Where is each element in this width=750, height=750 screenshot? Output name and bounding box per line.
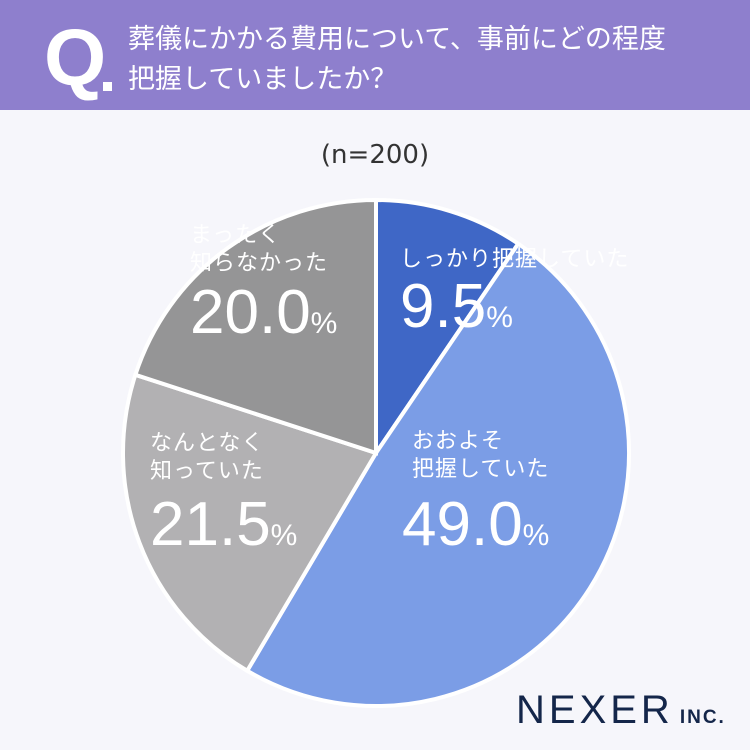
label-slice-0: しっかり把握していた 9.5% bbox=[400, 247, 630, 341]
label-slice-2: なんとなく 知っていた 21.5% bbox=[150, 431, 298, 559]
sample-size: (n=200) bbox=[320, 140, 430, 170]
nexer-logo: NEXER INC. bbox=[516, 688, 726, 732]
pie-slice-1 bbox=[244, 240, 631, 708]
label-slice-3: まったく 知らなかった 20.0% bbox=[190, 223, 338, 347]
q-dot bbox=[103, 82, 112, 91]
q-mark: Q bbox=[44, 13, 107, 102]
title-line-1: 葬儀にかかる費用について、事前にどの程度 bbox=[128, 24, 666, 55]
pie-slice-3 bbox=[132, 197, 378, 456]
pie-slice-2 bbox=[121, 372, 379, 674]
question-header: Q 葬儀にかかる費用について、事前にどの程度 把握していましたか？ bbox=[0, 0, 750, 110]
pie-slice-0 bbox=[374, 197, 521, 460]
question-title: 葬儀にかかる費用について、事前にどの程度 把握していましたか？ bbox=[128, 20, 728, 100]
title-line-2: 把握していましたか？ bbox=[128, 64, 398, 95]
label-slice-1: おおよそ 把握していた 49.0% bbox=[402, 429, 550, 559]
